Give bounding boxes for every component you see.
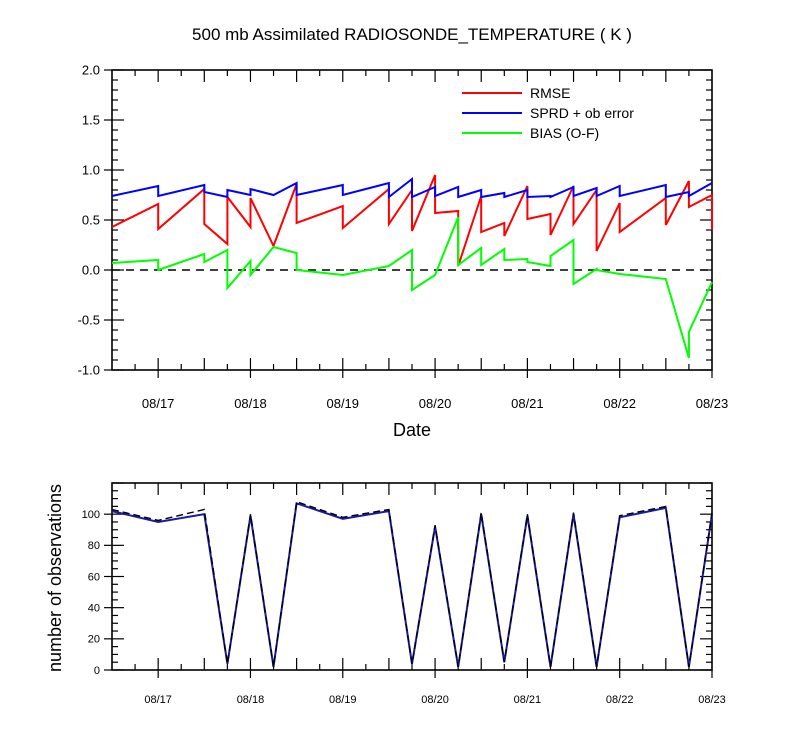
- bottom-chart: 08/17 08/18 08/19 08/20 08/21 08/22 08/23 0 20 40…: [45, 482, 726, 706]
- bottom-x-tick-label: 08/22: [606, 694, 634, 706]
- top-x-tick-label: 08/21: [511, 396, 544, 411]
- bottom-x-tick-label: 08/17: [144, 694, 172, 706]
- bottom-x-tick-label: 08/20: [421, 694, 449, 706]
- top-y-tick-label: 1.0: [82, 163, 100, 178]
- top-y-tick-label: 2.0: [82, 63, 100, 78]
- top-x-tick-label: 08/19: [326, 396, 359, 411]
- bottom-x-tick-label: 08/18: [237, 694, 265, 706]
- chart-title: 500 mb Assimilated RADIOSONDE_TEMPERATUR…: [192, 25, 632, 44]
- top-y-tick-label: 0.0: [82, 263, 100, 278]
- top-y-tick-label: -0.5: [78, 313, 100, 328]
- y-axis-label: number of observations: [45, 484, 65, 672]
- bottom-x-tick-label: 08/21: [514, 694, 542, 706]
- legend-label-rmse: RMSE: [530, 85, 570, 101]
- bottom-frame: [111, 482, 713, 671]
- bottom-y-tick-label: 60: [88, 571, 100, 583]
- legend: RMSE SPRD + ob error BIAS (O-F): [462, 85, 634, 141]
- top-series-sprd-ob-error: [111, 176, 713, 200]
- top-x-tick-label: 08/23: [696, 396, 729, 411]
- legend-label-bias: BIAS (O-F): [530, 125, 599, 141]
- top-chart: 08/17 08/18 08/19 08/20 08/21 08/22 08/23 -1.0 -…: [78, 63, 729, 440]
- bottom-series-assimilated-observations: [111, 501, 713, 668]
- top-y-tick-label: 0.5: [82, 213, 100, 228]
- bottom-series-total-observations: [111, 500, 713, 668]
- bottom-x-tick-label: 08/19: [329, 694, 357, 706]
- top-series-bias-o-f: [111, 216, 713, 359]
- top-x-tick-label: 08/18: [234, 396, 267, 411]
- bottom-y-tick-label: 80: [88, 540, 100, 552]
- top-x-tick-label: 08/20: [419, 396, 452, 411]
- top-y-tick-label: 1.5: [82, 113, 100, 128]
- bottom-y-tick-label: 100: [82, 509, 100, 521]
- bottom-y-tick-label: 40: [88, 603, 100, 615]
- legend-label-sprd: SPRD + ob error: [530, 105, 634, 121]
- bottom-plot-area: 08/17 08/18 08/19 08/20 08/21 08/22 08/23 0 20 40…: [82, 482, 726, 706]
- bottom-x-tick-label: 08/23: [698, 694, 726, 706]
- bottom-y-tick-label: 20: [88, 634, 100, 646]
- top-plot-area: 08/17 08/18 08/19 08/20 08/21 08/22 08/23 -1.0 -…: [78, 63, 729, 411]
- top-x-tick-label: 08/17: [142, 396, 175, 411]
- top-y-tick-label: -1.0: [78, 363, 100, 378]
- top-x-tick-label: 08/22: [603, 396, 636, 411]
- bottom-y-tick-label: 0: [94, 665, 100, 677]
- x-axis-label: Date: [393, 420, 431, 440]
